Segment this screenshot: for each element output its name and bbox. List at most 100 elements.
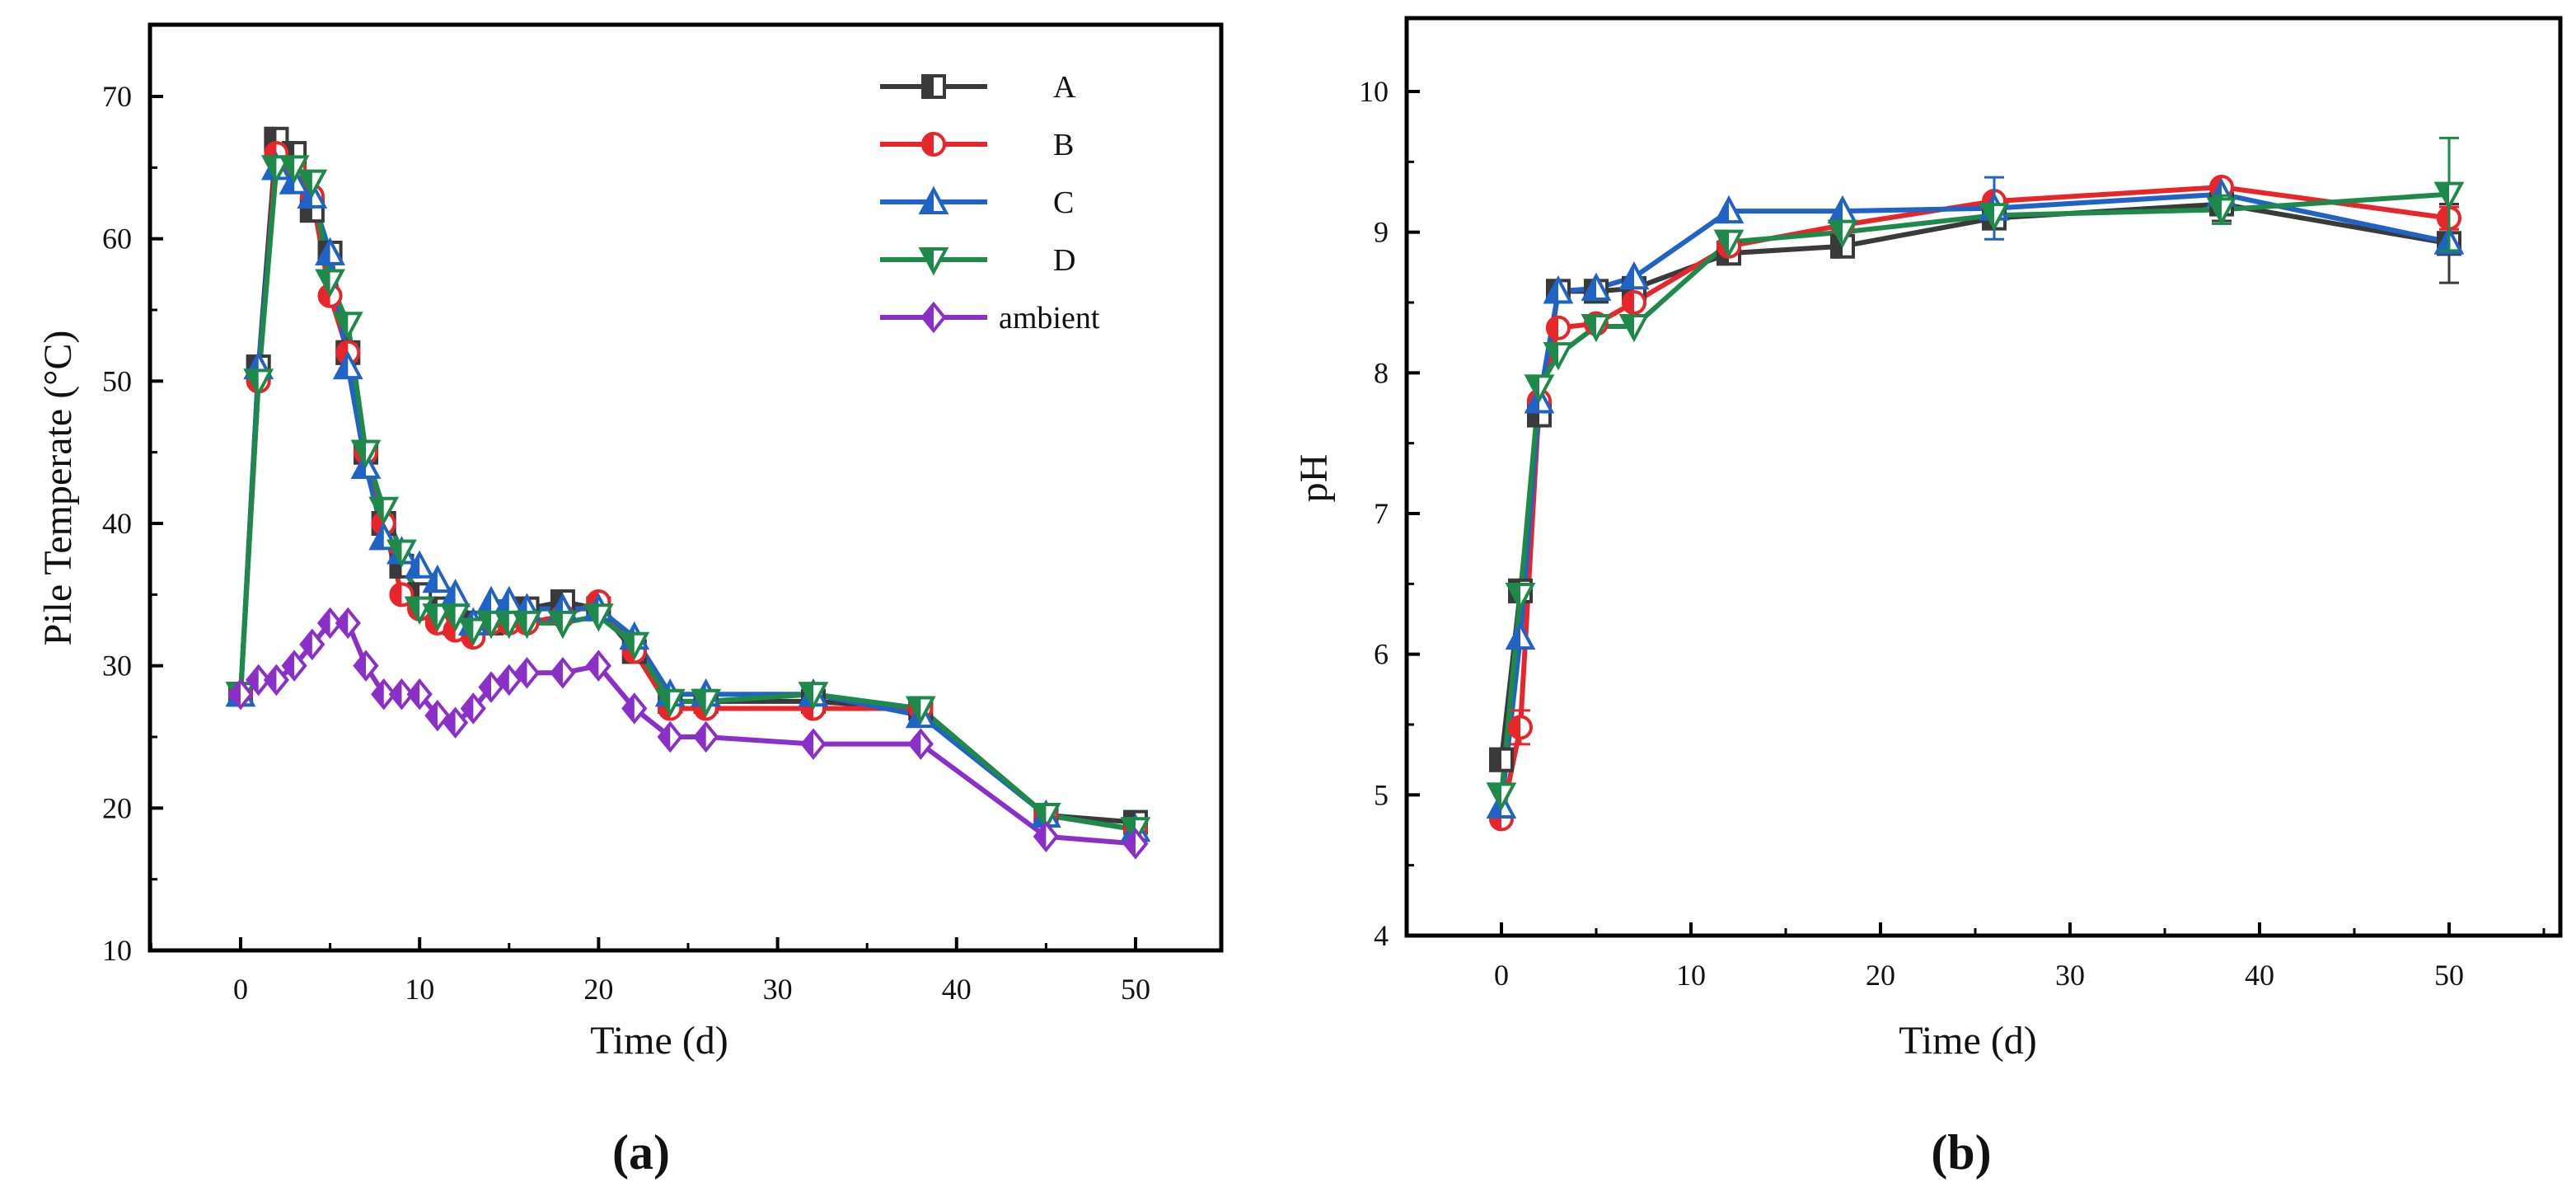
panel-a-point-D-fill	[279, 155, 295, 184]
panel-b-ph-chart: 0 10 20 30 40 50 4 5 6 7 8 9 10 Time (d) pH (b)	[1292, 16, 2563, 1180]
panel-a-point-ambient-fill	[317, 607, 330, 640]
panel-a-point-C-fill	[475, 585, 492, 614]
panel-a-point-C-fill	[404, 550, 420, 579]
panel-a-point-ambient-fill	[424, 699, 438, 732]
panel-a-x-tick-label: 30	[763, 973, 793, 1006]
panel-b-point-C-fill	[2433, 226, 2449, 255]
panel-b-point-D-fill	[2433, 181, 2449, 210]
panel-a-point-ambient-fill	[657, 720, 671, 753]
panel-b-point-B-fill	[2437, 205, 2449, 231]
panel-b-point-D-fill	[1618, 314, 1634, 343]
panel-a-point-ambient-fill	[800, 728, 814, 760]
panel-b-point-A-fill	[1489, 747, 1501, 772]
panel-a-point-ambient-fill	[281, 650, 295, 682]
legend-label-ambient: ambient	[999, 301, 1100, 335]
panel-b-point-B-fill	[1508, 715, 1520, 740]
panel-a-y-tick-label: 10	[102, 934, 132, 967]
panel-a-point-D-fill	[512, 610, 527, 640]
panel-a-point-D-fill	[547, 610, 563, 640]
legend-marker-B-fill	[921, 132, 934, 157]
panel-a-y-tick-label: 40	[102, 507, 132, 540]
panel-b-y-tick-label: 7	[1374, 497, 1389, 530]
panel-b-y-tick-label: 6	[1374, 638, 1389, 671]
panel-a-point-ambient-fill	[246, 664, 259, 697]
panel-b-point-C-fill	[1713, 195, 1729, 224]
panel-a-point-C-fill	[440, 579, 456, 608]
panel-a-point-D-fill	[368, 496, 384, 525]
panel-b-x-tick-label: 40	[2245, 959, 2274, 992]
panel-a-y-tick-label: 60	[102, 223, 132, 256]
panel-b-point-D-fill	[1979, 203, 1994, 232]
panel-a-point-D-fill	[1031, 802, 1047, 832]
panel-b-point-D-fill	[1524, 374, 1539, 403]
legend-marker-C-fill	[918, 185, 934, 214]
panel-b-point-D-fill	[1486, 782, 1501, 811]
panel-a-point-B-fill	[389, 582, 402, 608]
panel-a-x-tick-label: 50	[1121, 973, 1150, 1006]
panel-b-x-tick-label: 10	[1676, 959, 1706, 992]
panel-b-y-tick-label: 8	[1374, 356, 1389, 389]
panel-b-x-tick-label: 50	[2434, 959, 2464, 992]
panel-a-point-C-fill	[422, 564, 438, 593]
panel-b-y-tick-label: 5	[1374, 778, 1389, 811]
panel-a-point-D-fill	[386, 539, 402, 568]
panel-a-point-D-fill	[494, 610, 509, 640]
panel-a-point-ambient-fill	[335, 607, 349, 640]
panel-b-point-C-fill	[1505, 621, 1520, 650]
panel-a-series-line-ambient	[239, 620, 1136, 847]
panel-b-y-tick-label: 10	[1359, 75, 1389, 108]
panel-b-point-C-fill	[1827, 195, 1843, 224]
panel-b-x-tick-label: 30	[2055, 959, 2085, 992]
panel-a-x-tick-label: 0	[233, 973, 248, 1006]
panel-b-x-tick-label: 20	[1866, 959, 1895, 992]
panel-a-point-D-fill	[422, 603, 438, 632]
panel-a-point-ambient-fill	[388, 678, 402, 711]
panel-b-point-C-fill	[1618, 261, 1634, 290]
panel-a-x-tick-label: 40	[942, 973, 972, 1006]
legend-marker-A-fill	[921, 74, 934, 99]
panel-a-point-D-fill	[654, 688, 671, 718]
panel-a-point-ambient-fill	[1122, 828, 1136, 860]
legend-marker-ambient-fill	[920, 301, 934, 334]
panel-b-point-B-fill	[1622, 290, 1634, 315]
panel-a-point-ambient-fill	[263, 664, 277, 697]
panel-a-series-line-B	[238, 151, 1136, 833]
panel-a-point-ambient-fill	[227, 678, 241, 711]
panel-a-point-D-fill	[475, 610, 492, 640]
panel-a-point-D-fill	[583, 603, 599, 632]
legend-label-C: C	[1053, 185, 1074, 220]
panel-b-point-B-fill	[1546, 315, 1558, 340]
panel-a-point-ambient-fill	[496, 664, 509, 697]
panel-a-point-D-fill	[350, 439, 367, 468]
panel-b-y-tick-label: 9	[1374, 216, 1389, 249]
panel-a-point-ambient-fill	[443, 706, 456, 739]
panel-a-point-ambient-fill	[585, 650, 599, 682]
panel-a-point-ambient-fill	[550, 657, 563, 689]
panel-a-label: (a)	[612, 1125, 670, 1180]
panel-a-point-D-fill	[315, 269, 330, 298]
panel-a-point-C-fill	[368, 522, 384, 551]
panel-a-y-tick-label: 50	[102, 364, 132, 397]
panel-a-point-C-fill	[494, 585, 509, 614]
panel-b-point-D-fill	[2206, 197, 2222, 226]
panel-a-point-C-fill	[332, 350, 349, 380]
panel-b-point-D-fill	[1713, 229, 1729, 258]
panel-a-point-ambient-fill	[353, 650, 367, 682]
panel-a-point-ambient-fill	[299, 628, 312, 660]
panel-a-point-ambient-fill	[621, 692, 635, 725]
panel-a-x-tick-label: 10	[405, 973, 434, 1006]
panel-a-y-tick-label: 20	[102, 791, 132, 824]
panel-a-point-D-fill	[906, 696, 921, 725]
panel-a-point-D-fill	[297, 169, 312, 198]
panel-b-plot-frame	[1404, 16, 2563, 938]
panel-a-x-axis-label: Time (d)	[590, 1019, 728, 1063]
panel-a-point-D-fill	[261, 155, 277, 184]
panel-a-point-ambient-fill	[406, 678, 420, 711]
panel-b-y-tick-label: 4	[1374, 919, 1389, 952]
panel-a-point-D-fill	[458, 617, 474, 646]
panel-a-point-D-fill	[332, 312, 349, 340]
panel-a-y-tick-label: 70	[102, 80, 132, 113]
panel-a-point-ambient-fill	[907, 728, 921, 760]
